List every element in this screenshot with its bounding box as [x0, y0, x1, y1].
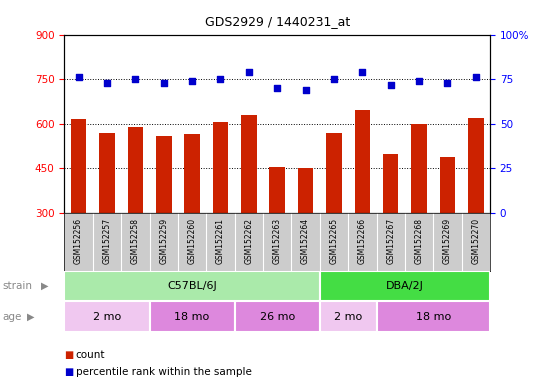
Bar: [99, 133, 115, 213]
Point: [443, 80, 452, 86]
Text: ▶: ▶: [27, 312, 34, 322]
Bar: [411, 124, 427, 213]
Text: GSM152263: GSM152263: [273, 218, 282, 264]
Text: ■: ■: [64, 367, 74, 377]
Text: 2 mo: 2 mo: [334, 312, 362, 322]
Text: GSM152261: GSM152261: [216, 218, 225, 264]
Text: GSM152268: GSM152268: [414, 218, 423, 264]
Bar: [241, 115, 256, 213]
Point: [472, 74, 480, 81]
Point: [244, 69, 253, 75]
Bar: [376, 301, 490, 332]
Text: percentile rank within the sample: percentile rank within the sample: [76, 367, 251, 377]
Point: [273, 85, 282, 91]
Bar: [320, 301, 376, 332]
Text: GSM152259: GSM152259: [159, 218, 168, 264]
Text: 26 mo: 26 mo: [260, 312, 295, 322]
Bar: [298, 169, 314, 213]
Bar: [213, 122, 228, 213]
Text: GSM152264: GSM152264: [301, 218, 310, 264]
Text: GSM152269: GSM152269: [443, 218, 452, 264]
Text: 2 mo: 2 mo: [93, 312, 121, 322]
Bar: [235, 301, 320, 332]
Bar: [440, 157, 455, 213]
Bar: [326, 133, 342, 213]
Point: [216, 76, 225, 82]
Point: [159, 80, 168, 86]
Bar: [128, 127, 143, 213]
Point: [102, 80, 111, 86]
Text: C57BL/6J: C57BL/6J: [167, 281, 217, 291]
Text: count: count: [76, 350, 105, 360]
Bar: [156, 136, 171, 213]
Bar: [320, 271, 490, 301]
Point: [74, 74, 83, 81]
Bar: [468, 118, 484, 213]
Text: GSM152270: GSM152270: [472, 218, 480, 264]
Text: 18 mo: 18 mo: [175, 312, 209, 322]
Point: [188, 78, 197, 84]
Point: [329, 76, 338, 82]
Text: GSM152262: GSM152262: [244, 218, 253, 264]
Text: GSM152257: GSM152257: [102, 218, 111, 264]
Bar: [64, 271, 320, 301]
Bar: [354, 111, 370, 213]
Text: GSM152265: GSM152265: [329, 218, 338, 264]
Text: GSM152256: GSM152256: [74, 218, 83, 264]
Text: age: age: [3, 312, 22, 322]
Bar: [269, 167, 285, 213]
Text: ▶: ▶: [41, 281, 48, 291]
Bar: [71, 119, 86, 213]
Text: 18 mo: 18 mo: [416, 312, 451, 322]
Point: [131, 76, 140, 82]
Bar: [383, 154, 399, 213]
Bar: [184, 134, 200, 213]
Text: GSM152260: GSM152260: [188, 218, 197, 264]
Bar: [64, 301, 150, 332]
Point: [386, 81, 395, 88]
Text: GSM152267: GSM152267: [386, 218, 395, 264]
Text: ■: ■: [64, 350, 74, 360]
Point: [414, 78, 423, 84]
Text: strain: strain: [3, 281, 33, 291]
Point: [358, 69, 367, 75]
Bar: [150, 301, 235, 332]
Text: DBA/2J: DBA/2J: [386, 281, 424, 291]
Point: [301, 87, 310, 93]
Text: GSM152266: GSM152266: [358, 218, 367, 264]
Text: GSM152258: GSM152258: [131, 218, 140, 264]
Text: GDS2929 / 1440231_at: GDS2929 / 1440231_at: [204, 15, 350, 28]
